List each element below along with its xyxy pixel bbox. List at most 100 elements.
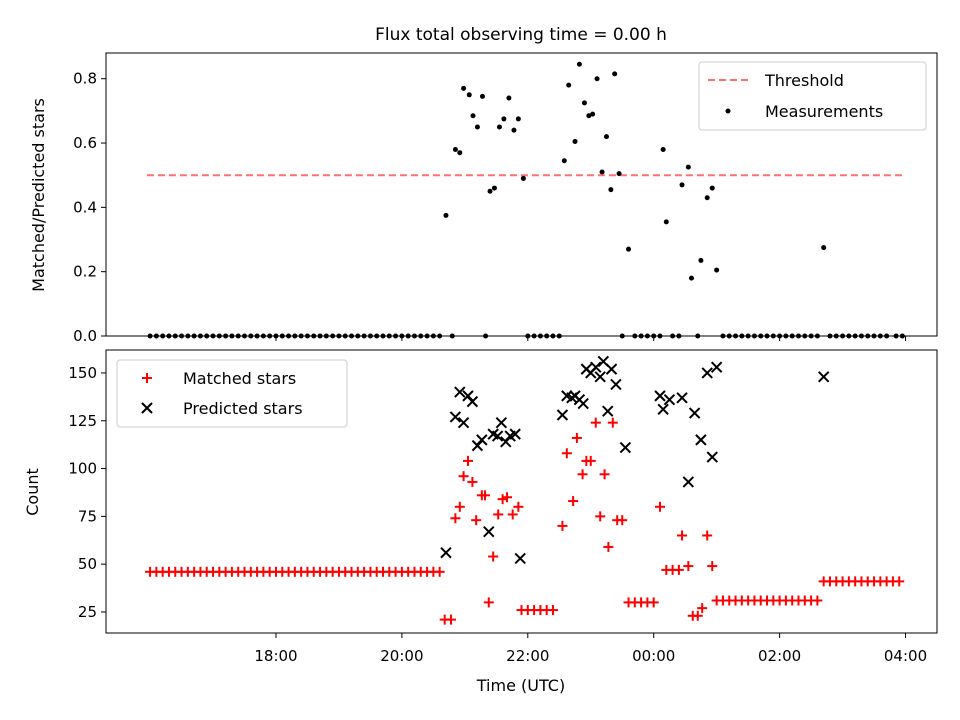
measurement-point	[709, 185, 715, 191]
predicted-star-point	[491, 430, 504, 442]
measurement-point	[566, 82, 572, 88]
matched-star-point	[497, 494, 508, 505]
predicted-star-point	[495, 416, 508, 429]
measurement-point	[470, 113, 476, 119]
measurement-point	[474, 124, 480, 130]
predicted-star-point	[695, 434, 707, 446]
count-panel: 25 50 75 100 125 150 18:00 20:00 22:00 00:00 02:0…	[23, 349, 938, 695]
matched-star-point	[655, 501, 665, 512]
matched-star-point	[599, 469, 610, 480]
measurement-point	[501, 116, 507, 122]
predicted-star-point	[440, 546, 452, 559]
predicted-star-point	[654, 390, 666, 402]
measurement-point	[626, 246, 632, 252]
count-y-tick-label: 50	[78, 555, 97, 573]
matched-star-point	[445, 614, 456, 625]
matched-star-point	[513, 501, 524, 512]
legend-predicted-marker	[141, 402, 153, 414]
measurement-point	[572, 138, 578, 144]
matched-star-point	[557, 520, 568, 531]
count-marks	[145, 355, 905, 625]
matched-star-point	[683, 561, 694, 572]
legend-matched-swatch	[142, 373, 152, 383]
predicted-star-point	[454, 386, 466, 398]
ratio-y-axis-label: Matched/Predicted stars	[29, 98, 48, 292]
measurement-point	[487, 188, 493, 194]
predicted-star-point	[590, 361, 602, 373]
measurement-point	[457, 150, 463, 156]
measurement-point	[491, 185, 497, 191]
count-y-tick-label: 125	[68, 412, 97, 430]
x-tick-label: 20:00	[380, 647, 423, 665]
matched-star-point	[488, 551, 499, 562]
measurement-point	[714, 267, 720, 273]
matched-star-point	[568, 496, 579, 507]
predicted-star-point	[676, 392, 688, 404]
matched-star-point	[577, 469, 588, 480]
matched-star-point	[812, 595, 823, 606]
matched-star-point	[479, 490, 490, 501]
matched-star-point	[462, 455, 473, 466]
matched-star-point	[450, 513, 461, 524]
predicted-star-point	[594, 371, 606, 383]
measurement-point	[663, 219, 669, 225]
x-tick-label: 22:00	[506, 647, 549, 665]
x-tick-label: 02:00	[758, 647, 801, 665]
predicted-star-point	[457, 416, 470, 429]
measurement-point	[685, 164, 691, 170]
matched-star-point	[585, 455, 596, 466]
ratio-y-tick-label: 0.6	[73, 134, 97, 152]
measurement-point	[576, 61, 582, 67]
count-y-tick-label: 75	[78, 507, 97, 525]
predicted-star-point	[688, 407, 701, 419]
measurement-point	[599, 169, 605, 175]
predicted-star-point	[817, 371, 830, 383]
matched-star-point	[894, 576, 905, 587]
predicted-star-point	[483, 525, 495, 538]
matched-star-point	[507, 509, 518, 520]
matched-star-point	[434, 566, 445, 577]
count-y-tick-label: 25	[78, 603, 97, 621]
measurement-point	[496, 124, 502, 130]
matched-star-point	[571, 432, 582, 443]
predicted-star-point	[657, 403, 669, 415]
measurement-point	[590, 111, 596, 117]
measurement-point	[506, 95, 512, 101]
legend-measurements-swatch	[725, 108, 731, 114]
matched-star-point	[648, 597, 659, 608]
measurement-point	[515, 116, 521, 122]
measurement-point	[452, 146, 458, 152]
count-legend-box	[116, 359, 348, 428]
legend-matched-label: Matched stars	[183, 369, 296, 388]
x-tick-label: 18:00	[254, 647, 297, 665]
count-plot-frame	[105, 349, 938, 634]
predicted-star-point	[577, 397, 589, 410]
count-y-axis-label: Count	[23, 468, 42, 516]
legend-matched-marker	[142, 373, 152, 383]
matched-star-point	[607, 417, 618, 428]
measurement-point	[704, 195, 710, 201]
predicted-star-point	[556, 409, 569, 421]
measurement-point	[821, 245, 827, 251]
measurement-point	[616, 171, 622, 177]
measurement-point	[581, 100, 587, 106]
legend-threshold-label: Threshold	[764, 71, 844, 90]
x-axis-label: Time (UTC)	[476, 676, 565, 695]
matched-star-point	[493, 509, 504, 520]
predicted-star-point	[682, 476, 695, 488]
count-x-axis: 18:00 20:00 22:00 00:00 02:00 04:00	[254, 633, 927, 665]
matched-star-point	[454, 501, 465, 512]
ratio-x-ticks	[275, 336, 907, 341]
ratio-y-tick-label: 0.8	[73, 70, 97, 88]
measurement-point	[443, 212, 449, 218]
legend-predicted-swatch	[141, 402, 153, 414]
x-tick-label: 00:00	[632, 647, 675, 665]
x-tick-label: 04:00	[884, 647, 927, 665]
matched-star-point	[547, 605, 558, 616]
predicted-star-point	[509, 428, 521, 440]
measurement-point	[511, 127, 517, 133]
measurement-point	[466, 92, 472, 98]
matched-star-point	[595, 511, 606, 522]
matched-star-point	[561, 448, 572, 459]
